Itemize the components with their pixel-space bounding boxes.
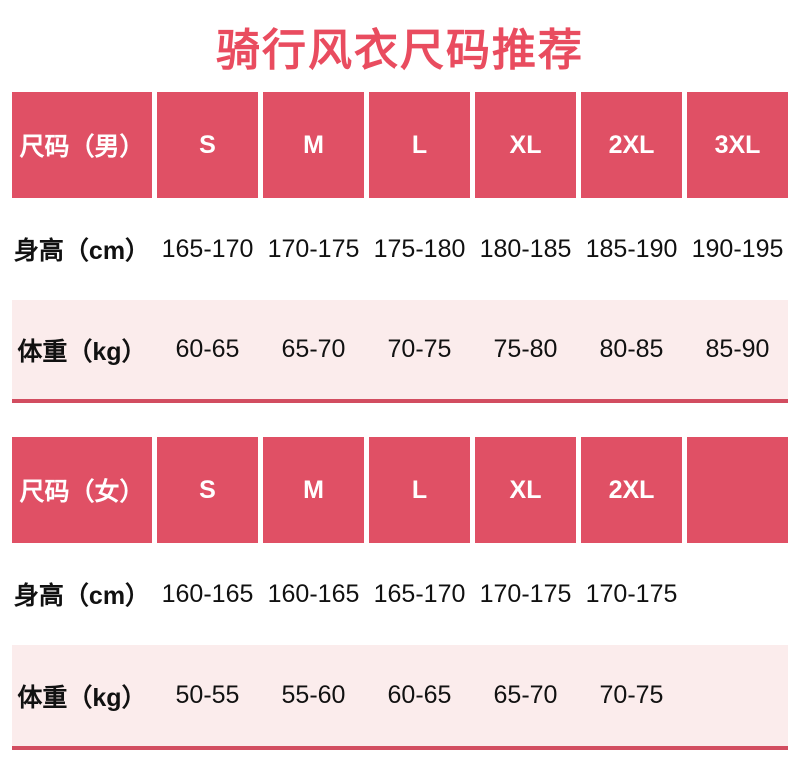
men-height-value: 190-195 (691, 234, 784, 263)
women-header-row: 尺码（女） S M L XL 2XL (12, 437, 788, 543)
men-weight-value: 85-90 (705, 335, 770, 363)
women-size-xl: XL (475, 437, 576, 543)
women-size-empty (687, 437, 788, 543)
women-weight-value: 70-75 (599, 681, 664, 709)
men-size-3xl: 3XL (687, 92, 788, 198)
men-weight-label: 体重（kg） (17, 337, 147, 366)
women-height-row: 身高（cm） 160-165 160-165 165-170 170-175 1… (12, 543, 788, 645)
women-height-value (687, 543, 788, 645)
men-header-row: 尺码（男） S M L XL 2XL 3XL (12, 92, 788, 198)
men-height-value: 170-175 (267, 234, 360, 263)
women-size-s: S (157, 437, 258, 543)
men-weight-value: 70-75 (387, 335, 452, 363)
men-weight-value: 60-65 (175, 335, 240, 363)
men-size-2xl: 2XL (581, 92, 682, 198)
men-size-s: S (157, 92, 258, 198)
men-height-value: 165-170 (161, 234, 254, 263)
women-weight-row: 体重（kg） 50-55 55-60 60-65 65-70 70-75 (12, 645, 788, 750)
women-height-value: 160-165 (267, 579, 360, 608)
women-weight-value: 50-55 (175, 681, 240, 709)
women-weight-value (687, 645, 788, 746)
men-height-value: 175-180 (373, 234, 466, 263)
women-size-l: L (369, 437, 470, 543)
men-height-value: 185-190 (585, 234, 678, 263)
women-weight-value: 60-65 (387, 681, 452, 709)
women-size-m: M (263, 437, 364, 543)
women-height-value: 165-170 (373, 579, 466, 608)
women-height-value: 160-165 (161, 579, 254, 608)
men-height-label: 身高（cm） (13, 237, 151, 265)
women-weight-value: 55-60 (281, 681, 346, 709)
men-size-xl: XL (475, 92, 576, 198)
men-height-value: 180-185 (479, 234, 572, 263)
men-height-row: 身高（cm） 165-170 170-175 175-180 180-185 1… (12, 198, 788, 300)
women-size-table: 尺码（女） S M L XL 2XL 身高（cm） 160-165 160-16… (12, 437, 788, 750)
women-height-value: 170-175 (585, 579, 678, 608)
men-weight-row: 体重（kg） 60-65 65-70 70-75 75-80 80-85 85-… (12, 300, 788, 403)
women-size-2xl: 2XL (581, 437, 682, 543)
men-weight-value: 65-70 (281, 335, 346, 363)
men-size-m: M (263, 92, 364, 198)
men-size-table: 尺码（男） S M L XL 2XL 3XL 身高（cm） 165-170 17… (12, 92, 788, 403)
women-size-label: 尺码（女） (12, 437, 152, 543)
women-height-label: 身高（cm） (13, 582, 151, 610)
women-weight-label: 体重（kg） (17, 683, 147, 712)
men-weight-value: 75-80 (493, 335, 558, 363)
women-height-value: 170-175 (479, 579, 572, 608)
men-weight-value: 80-85 (599, 335, 664, 363)
men-size-l: L (369, 92, 470, 198)
women-weight-value: 65-70 (493, 681, 558, 709)
men-size-label: 尺码（男） (12, 92, 152, 198)
page-title: 骑行风衣尺码推荐 (216, 26, 584, 75)
